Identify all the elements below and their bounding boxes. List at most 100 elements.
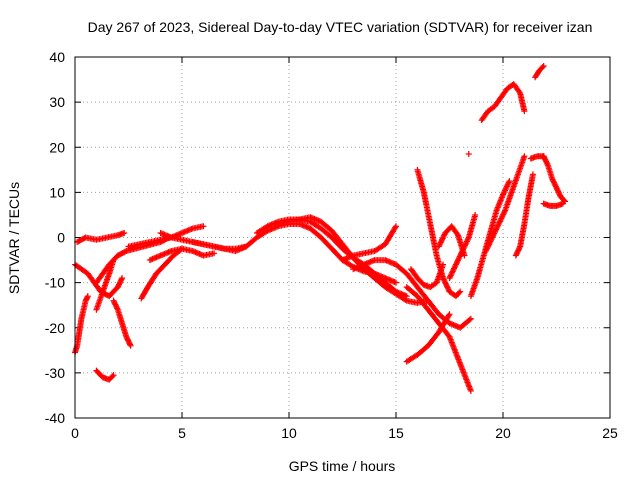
data-point	[488, 237, 495, 244]
data-point	[499, 212, 506, 219]
data-point	[501, 208, 508, 215]
data-point	[462, 241, 469, 248]
series-track-c	[72, 261, 126, 300]
chart-title: Day 267 of 2023, Sidereal Day-to-day VTE…	[88, 19, 593, 35]
series-track-ab	[532, 63, 547, 81]
data-point	[443, 283, 450, 290]
data-point	[498, 214, 505, 221]
x-tick-label: 0	[71, 425, 79, 441]
data-point	[84, 293, 91, 300]
data-point	[110, 257, 117, 264]
y-tick-label: 30	[49, 94, 65, 110]
data-point	[456, 253, 463, 260]
data-point	[119, 275, 126, 282]
data-point	[496, 219, 503, 226]
data-point	[440, 276, 447, 283]
data-point	[472, 211, 479, 218]
data-point	[506, 178, 513, 185]
x-axis-label: GPS time / hours	[289, 458, 396, 474]
series-track-a	[74, 229, 128, 246]
data-point	[452, 262, 459, 269]
data-point	[109, 373, 116, 380]
data-point	[451, 264, 458, 271]
data-point	[458, 250, 465, 257]
data-point	[488, 235, 495, 242]
data-point	[495, 222, 502, 229]
data-point	[444, 284, 451, 291]
data-point	[560, 197, 567, 204]
data-marks	[72, 63, 569, 394]
y-tick-label: -30	[45, 365, 65, 381]
y-tick-label: 20	[49, 139, 65, 155]
plot-frame	[74, 56, 611, 419]
data-point	[504, 182, 511, 189]
data-point	[490, 231, 497, 238]
series-track-j	[146, 245, 218, 264]
data-point	[114, 305, 121, 312]
data-point	[493, 226, 500, 233]
series-track-ac	[540, 153, 569, 205]
data-point	[447, 272, 454, 279]
series-track-ae	[465, 151, 472, 158]
data-point	[489, 234, 496, 241]
data-point	[448, 271, 455, 278]
data-point	[437, 239, 444, 246]
data-point	[460, 245, 467, 252]
x-tick-label: 10	[281, 425, 297, 441]
data-point	[486, 241, 493, 248]
data-point	[440, 261, 447, 268]
data-point	[466, 316, 473, 323]
series-track-b	[72, 293, 91, 356]
data-point	[402, 296, 409, 303]
data-point	[485, 242, 492, 249]
data-point	[458, 249, 465, 256]
data-point	[503, 183, 510, 190]
data-point	[443, 281, 450, 288]
y-tick-label: 0	[57, 230, 65, 246]
data-point	[465, 235, 472, 242]
data-point	[482, 248, 489, 255]
series-track-q	[403, 284, 474, 394]
data-point	[464, 237, 471, 244]
data-point	[484, 243, 491, 250]
data-point	[392, 224, 399, 231]
x-tick-label: 5	[178, 425, 186, 441]
data-point	[454, 258, 461, 265]
data-point	[211, 250, 218, 257]
data-point	[516, 244, 523, 251]
series-track-g	[93, 367, 117, 383]
data-point	[110, 372, 117, 379]
series-track-r	[403, 311, 453, 365]
data-point	[502, 186, 509, 193]
data-point	[436, 242, 443, 249]
data-point	[453, 260, 460, 267]
series-track-y	[478, 81, 528, 124]
data-point	[516, 88, 523, 95]
y-axis-label: SDTVAR / TECUs	[6, 182, 22, 294]
data-point	[457, 288, 464, 295]
y-tick-label: -40	[45, 410, 65, 426]
data-point	[486, 239, 493, 246]
data-point	[497, 216, 504, 223]
axis-ticks: 0 5 10 15 20 25 -40 -30 -20 -10 0 10 20 30 40	[45, 49, 618, 441]
series-track-h	[138, 245, 185, 302]
data-point	[454, 230, 461, 237]
data-point	[118, 276, 125, 283]
data-point	[493, 225, 500, 232]
data-point	[450, 265, 457, 272]
data-point	[456, 254, 463, 261]
data-point	[500, 211, 507, 218]
data-point	[441, 277, 448, 284]
x-tick-label: 25	[602, 425, 618, 441]
data-point	[447, 273, 454, 280]
data-point	[529, 171, 536, 178]
data-point	[559, 200, 566, 207]
x-tick-label: 15	[388, 425, 404, 441]
data-point	[450, 266, 457, 273]
data-point	[492, 227, 499, 234]
data-point	[435, 243, 442, 250]
y-tick-label: -10	[45, 275, 65, 291]
data-point	[521, 108, 528, 115]
